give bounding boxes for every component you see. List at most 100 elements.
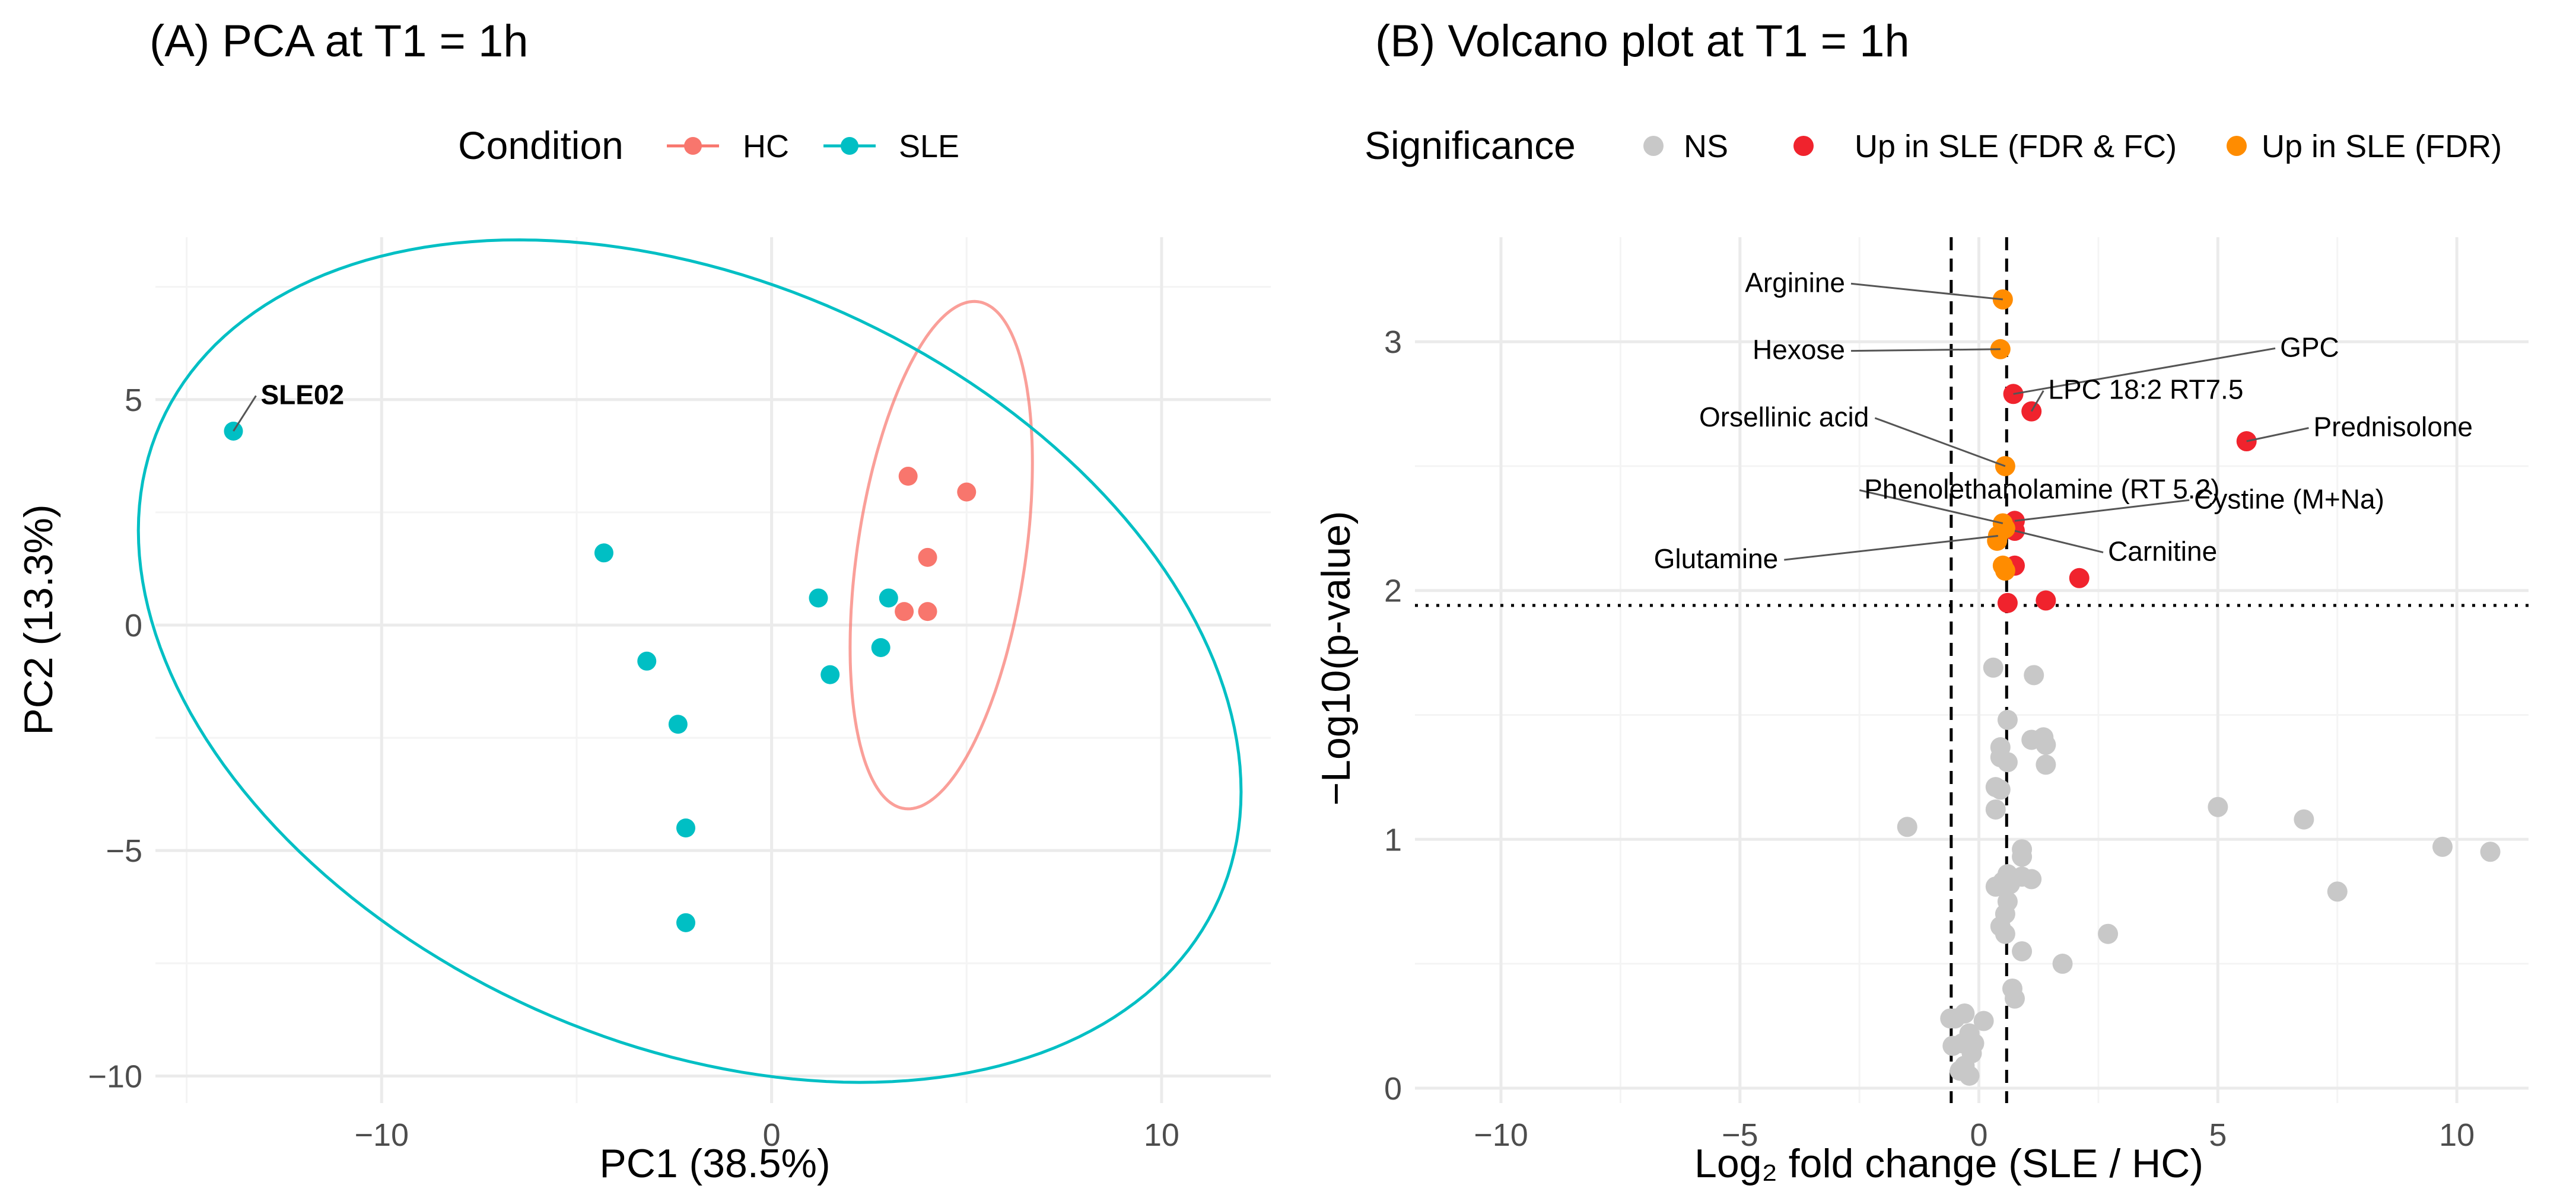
- volcano-annotations: Arginine Hexose GPC LPC 18:2 RT7.5 Prednisol…: [1654, 267, 2473, 574]
- pca-y-axis-title: PC2 (13.3%): [16, 504, 61, 735]
- pca-legend-label-sle: SLE: [899, 129, 959, 164]
- volcano-point-ns: [2005, 988, 2025, 1009]
- pca-point-sle: [637, 651, 657, 671]
- volcano-point-ns: [2012, 941, 2033, 962]
- volcano-label-gpc: GPC: [2280, 332, 2339, 362]
- volcano-label-connector-gpc: [2013, 347, 2276, 395]
- pca-legend-key-hc: [667, 137, 719, 155]
- volcano-label-prednisolone: Prednisolone: [2313, 412, 2473, 442]
- volcano-label-connector-cystine-m-na: [2014, 499, 2190, 522]
- pca-point-sle: [871, 638, 891, 657]
- pca-point-hc: [918, 602, 937, 622]
- volcano-x-tick-label: 10: [2439, 1117, 2475, 1153]
- volcano-point-ns: [2294, 809, 2314, 830]
- volcano-label-connector-glutamine: [1784, 534, 1998, 561]
- volcano-x-tick-label: −10: [1474, 1117, 1528, 1153]
- volcano-point-ns: [2012, 846, 2033, 867]
- volcano-panel: (B) Volcano plot at T1 = 1h Significance…: [1314, 16, 2529, 1186]
- volcano-y-tick-label: 2: [1384, 573, 1402, 609]
- pca-ellipses: [136, 238, 1243, 1084]
- pca-point-sle: [879, 588, 898, 608]
- volcano-title: (B) Volcano plot at T1 = 1h: [1375, 16, 1910, 66]
- pca-label-connector-sle02: [233, 395, 257, 432]
- pca-y-tick-label: 0: [125, 608, 142, 643]
- volcano-label-lpc-18-2-rt7-5: LPC 18:2 RT7.5: [2048, 374, 2243, 405]
- volcano-point-ns: [1945, 1008, 1966, 1029]
- volcano-label-connector-arginine: [1850, 282, 2003, 301]
- volcano-legend-label-ns: NS: [1684, 129, 1728, 164]
- volcano-point-up-in-sle-fdr: [1995, 560, 2015, 581]
- volcano-legend-key-ns: [1643, 136, 1664, 156]
- volcano-point-ns: [1997, 752, 2018, 773]
- volcano-point-ns: [1997, 709, 2018, 730]
- volcano-label-glutamine: Glutamine: [1654, 543, 1779, 574]
- volcano-point-ns: [2432, 836, 2453, 857]
- volcano-label-hexose: Hexose: [1753, 334, 1845, 365]
- pca-x-tick-label: −10: [354, 1117, 409, 1153]
- volcano-label-connector-phenolethanolamine-rt-5-2: [1859, 489, 2003, 524]
- pca-point-sle: [676, 913, 695, 932]
- volcano-legend-title: Significance: [1365, 123, 1576, 167]
- volcano-x-tick-label: 0: [1970, 1117, 1988, 1153]
- volcano-y-tick-label: 0: [1384, 1071, 1402, 1107]
- volcano-point-ns: [2024, 665, 2044, 686]
- pca-x-tick-label: 10: [1144, 1117, 1179, 1153]
- pca-panel: (A) PCA at T1 = 1h Condition HC SLE −10 0…: [16, 16, 1271, 1186]
- volcano-legend-key-fdr: [2227, 136, 2247, 156]
- volcano-x-axis-title: Log₂ fold change (SLE / HC): [1694, 1141, 2203, 1186]
- volcano-label-arginine: Arginine: [1745, 267, 1845, 298]
- volcano-point-ns: [1897, 817, 1917, 837]
- pca-ellipse-sle: [136, 238, 1243, 1084]
- volcano-tick-labels: −10 −5 0 5 10 0 1 2 3: [1384, 324, 2475, 1153]
- pca-point-hc: [895, 602, 914, 622]
- volcano-label-carnitine: Carnitine: [2108, 536, 2217, 566]
- pca-legend-title: Condition: [458, 123, 624, 167]
- volcano-point-ns: [2208, 796, 2228, 817]
- volcano-point-ns: [1942, 1035, 1963, 1056]
- volcano-label-orsellinic-acid: Orsellinic acid: [1699, 401, 1869, 432]
- volcano-label-connector-hexose: [1851, 348, 2001, 352]
- volcano-point-up-in-sle-fdr-fc: [2036, 590, 2056, 611]
- volcano-point-ns: [2327, 881, 2348, 902]
- volcano-points: [1897, 289, 2501, 1086]
- pca-legend-label-hc: HC: [743, 129, 789, 164]
- pca-point-hc: [957, 482, 977, 502]
- pca-y-tick-label: −5: [106, 833, 142, 869]
- pca-point-sle: [820, 665, 840, 684]
- volcano-legend: Significance NS Up in SLE (FDR & FC) Up …: [1365, 123, 2502, 167]
- volcano-point-up-in-sle-fdr-fc: [1997, 592, 2018, 613]
- pca-point-sle: [676, 818, 695, 838]
- volcano-legend-key-fdr-fc: [1793, 136, 1814, 156]
- volcano-y-tick-label: 3: [1384, 324, 1402, 360]
- pca-point-hc: [898, 467, 918, 486]
- volcano-label-connector-carnitine: [2014, 530, 2104, 553]
- pca-point-hc: [918, 547, 937, 567]
- volcano-legend-label-fdr-fc: Up in SLE (FDR & FC): [1855, 129, 2177, 164]
- volcano-point-ns: [2052, 954, 2073, 974]
- volcano-label-phenolethanolamine-rt-5-2: Phenolethanolamine (RT 5.2): [1864, 474, 2219, 505]
- volcano-label-cystine-m-na: Cystine (M+Na): [2194, 483, 2384, 514]
- pca-legend-key-sle: [823, 137, 876, 155]
- volcano-y-axis-title: −Log10(p-value): [1314, 511, 1359, 805]
- volcano-point-ns: [2036, 754, 2056, 775]
- volcano-threshold-lines: [1415, 237, 2529, 1103]
- volcano-x-tick-label: 5: [2209, 1117, 2227, 1153]
- volcano-point-ns: [1983, 657, 2003, 678]
- pca-annotations: SLE02: [233, 379, 344, 432]
- volcano-point-ns: [1985, 877, 2006, 897]
- volcano-point-ns: [1995, 923, 2015, 944]
- volcano-y-tick-label: 1: [1384, 822, 1402, 858]
- volcano-point-ns: [1973, 1011, 1994, 1031]
- pca-ellipse-hc: [848, 299, 1034, 811]
- volcano-label-connector-lpc-18-2-rt7-5: [2030, 390, 2044, 412]
- volcano-point-ns: [1959, 1065, 1980, 1086]
- pca-title: (A) PCA at T1 = 1h: [150, 16, 529, 66]
- pca-x-tick-label: 0: [763, 1117, 781, 1153]
- pca-point-sle: [594, 543, 613, 563]
- pca-point-sle: [668, 715, 688, 734]
- pca-point-sle: [809, 588, 828, 608]
- pca-y-tick-label: 5: [125, 383, 142, 418]
- pca-label-sle02: SLE02: [260, 379, 344, 410]
- volcano-grid: [1415, 237, 2529, 1103]
